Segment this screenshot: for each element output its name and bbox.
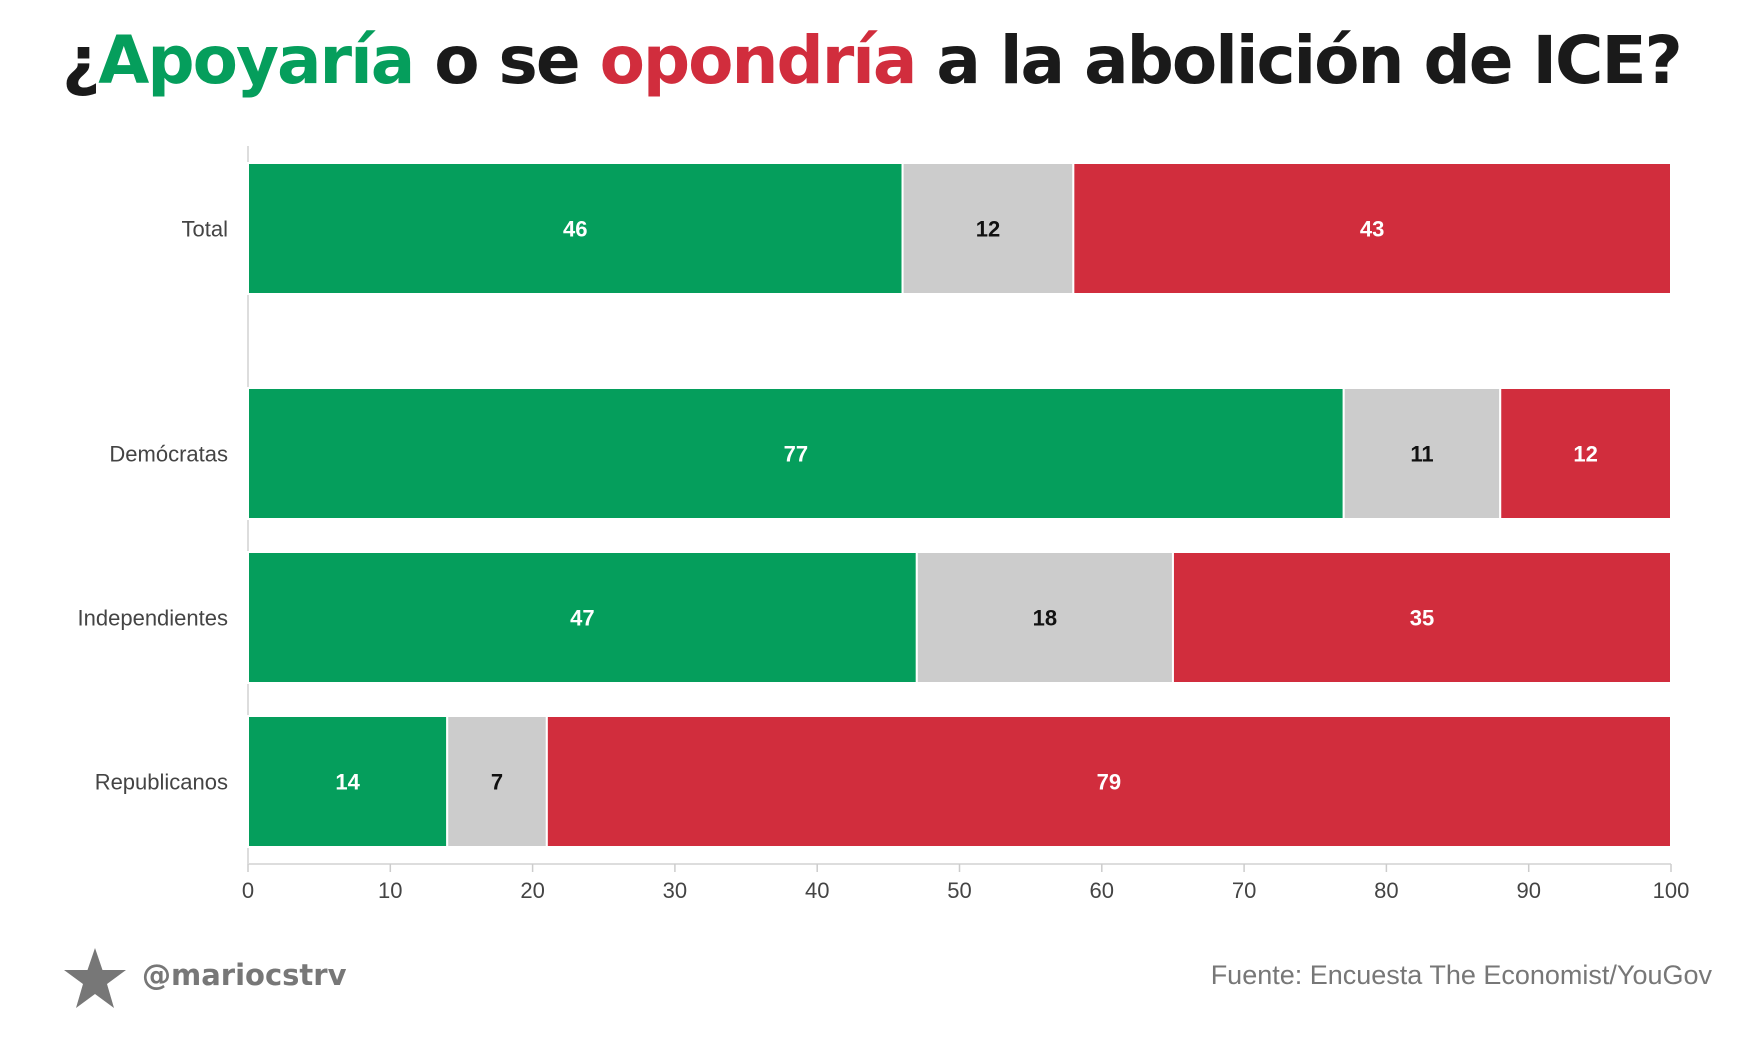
x-tick-label-10: 100 — [1653, 878, 1690, 903]
title-word-oppose: opondría — [599, 22, 918, 99]
title-word-support: Apoyaría — [98, 22, 415, 99]
bar-oppose-3 — [545, 715, 1673, 848]
data-label-neutral-1: 11 — [1410, 442, 1433, 467]
bar-oppose-2 — [1171, 551, 1672, 684]
title-mid: o se — [413, 22, 600, 99]
data-label-oppose-0: 43 — [1360, 217, 1384, 242]
title-suffix: a la abolición de ICE? — [915, 22, 1682, 99]
bar-oppose-0 — [1072, 162, 1672, 295]
data-label-oppose-2: 35 — [1410, 606, 1434, 631]
data-label-support-0: 46 — [563, 217, 587, 242]
x-tick-label-2: 20 — [520, 878, 544, 903]
data-label-oppose-3: 79 — [1097, 770, 1121, 795]
data-label-support-2: 47 — [570, 606, 594, 631]
category-label-0: Total — [182, 217, 228, 242]
stacked-bar-chart: Total 46 12 43 Demócratas 77 11 12 Independiente… — [78, 146, 1690, 903]
x-tick-label-9: 90 — [1516, 878, 1540, 903]
x-tick-label-6: 60 — [1090, 878, 1114, 903]
source-note: Fuente: Encuesta The Economist/YouGov — [1210, 960, 1712, 990]
x-tick-label-0: 0 — [242, 878, 254, 903]
bar-oppose-1 — [1499, 387, 1672, 520]
author-handle: @mariocstrv — [142, 958, 347, 992]
bar-support-1 — [247, 387, 1345, 520]
bar-support-2 — [247, 551, 918, 684]
data-label-neutral-2: 18 — [1033, 606, 1057, 631]
category-label-1: Demócratas — [109, 442, 228, 467]
category-label-3: Republicanos — [95, 770, 228, 795]
bar-neutral-3 — [446, 715, 548, 848]
category-label-2: Independientes — [78, 606, 228, 631]
data-label-support-1: 77 — [784, 442, 808, 467]
data-label-neutral-0: 12 — [976, 217, 1000, 242]
x-tick-label-8: 80 — [1374, 878, 1398, 903]
x-tick-label-7: 70 — [1232, 878, 1256, 903]
x-tick-label-5: 50 — [947, 878, 971, 903]
title-prefix: ¿ — [62, 22, 100, 99]
data-label-support-3: 14 — [335, 770, 360, 795]
bar-neutral-1 — [1342, 387, 1502, 520]
data-label-neutral-3: 7 — [491, 770, 503, 795]
bar-support-0 — [247, 162, 904, 295]
data-label-oppose-1: 12 — [1573, 442, 1597, 467]
x-tick-label-4: 40 — [805, 878, 829, 903]
bar-neutral-0 — [901, 162, 1075, 295]
chart-title: ¿Apoyaría o se opondría a la abolición d… — [62, 22, 1683, 99]
bar-neutral-2 — [915, 551, 1174, 684]
x-tick-label-3: 30 — [663, 878, 687, 903]
star-icon — [64, 948, 126, 1008]
x-tick-label-1: 10 — [378, 878, 402, 903]
